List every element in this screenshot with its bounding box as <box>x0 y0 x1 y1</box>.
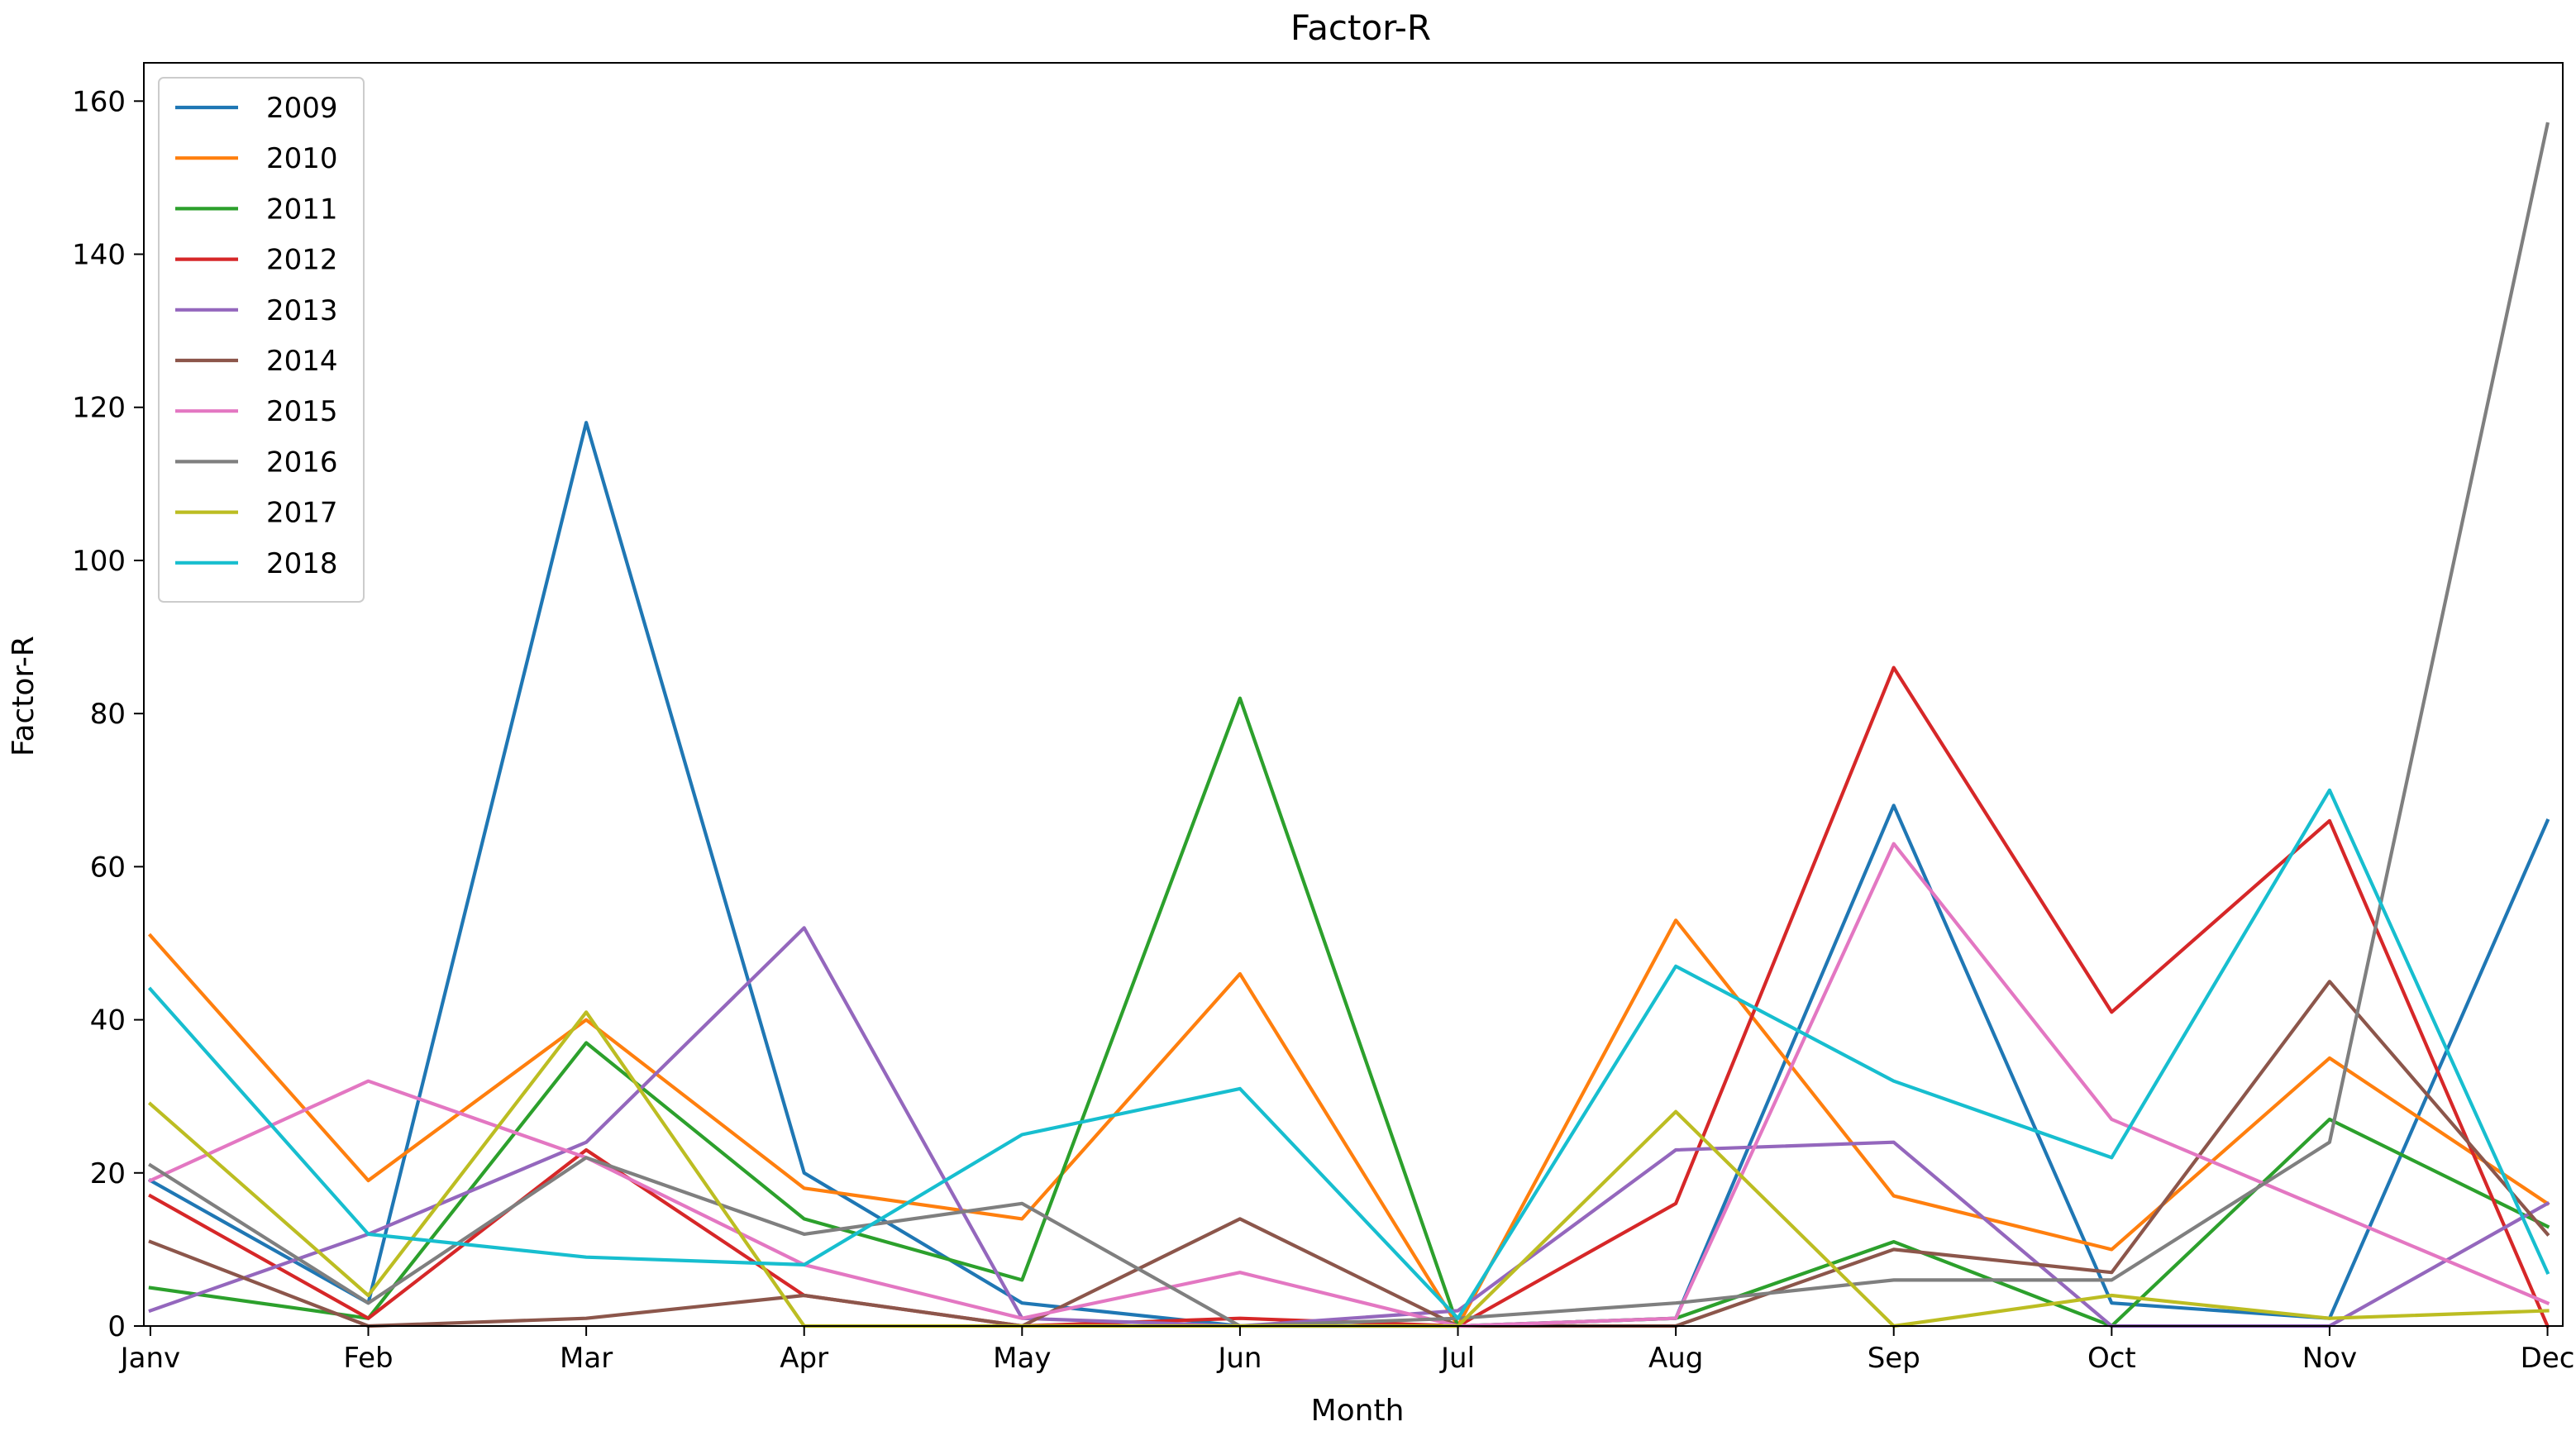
y-tick-label: 160 <box>72 85 126 118</box>
x-tick-label: Janv <box>119 1342 181 1375</box>
legend: 2009 2010 2011 2012 2013 2014 2015 2016 2017 2018 <box>158 77 365 603</box>
legend-label-2017: 2017 <box>266 497 338 530</box>
series-line-2018 <box>147 788 2550 1320</box>
series-line-2015 <box>148 842 2550 1328</box>
y-axis-label: Factor-R <box>7 636 41 756</box>
series-line-2010 <box>147 918 2550 1328</box>
y-tick-label: 120 <box>72 392 126 425</box>
series-line-2014 <box>148 980 2550 1328</box>
x-tick-label: Aug <box>1648 1342 1703 1375</box>
chart-title: Factor-R <box>1290 7 1431 48</box>
series-line-2011 <box>148 696 2550 1328</box>
x-tick-label: Feb <box>343 1342 393 1375</box>
y-tick-label: 60 <box>90 851 126 884</box>
y-tick-label: 40 <box>90 1004 126 1037</box>
x-axis-label: Month <box>1311 1394 1405 1428</box>
legend-label-2018: 2018 <box>266 547 338 580</box>
x-tick-label: Jul <box>1439 1342 1475 1375</box>
legend-label-2016: 2016 <box>266 446 338 479</box>
x-tick-label: Sep <box>1868 1342 1920 1375</box>
x-tick-label: Jun <box>1216 1342 1262 1375</box>
y-tick-label: 140 <box>72 239 126 272</box>
x-tick-label: Oct <box>2087 1342 2136 1375</box>
series-line-2016 <box>148 122 2550 1328</box>
legend-label-2013: 2013 <box>266 294 338 327</box>
y-tick-label: 80 <box>90 698 126 731</box>
x-tick-label: Apr <box>780 1342 828 1375</box>
legend-label-2011: 2011 <box>266 193 338 226</box>
legend-label-2015: 2015 <box>266 395 338 428</box>
y-tick-label: 0 <box>107 1310 126 1343</box>
y-tick-label: 20 <box>90 1157 126 1190</box>
x-tick-label: Dec <box>2521 1342 2575 1375</box>
x-tick-label: Nov <box>2302 1342 2357 1375</box>
legend-label-2009: 2009 <box>266 92 338 125</box>
x-tick-label: Mar <box>560 1342 613 1375</box>
legend-label-2012: 2012 <box>266 244 338 277</box>
axes: Janv Feb Mar Apr May Jun Jul Aug Sep Oct Nov Dec 0 20… <box>72 62 2575 1375</box>
y-tick-label: 100 <box>72 545 126 578</box>
plot-frame <box>143 62 2564 1327</box>
x-tick-label: May <box>993 1342 1051 1375</box>
legend-label-2010: 2010 <box>266 142 338 175</box>
legend-label-2014: 2014 <box>266 345 338 378</box>
